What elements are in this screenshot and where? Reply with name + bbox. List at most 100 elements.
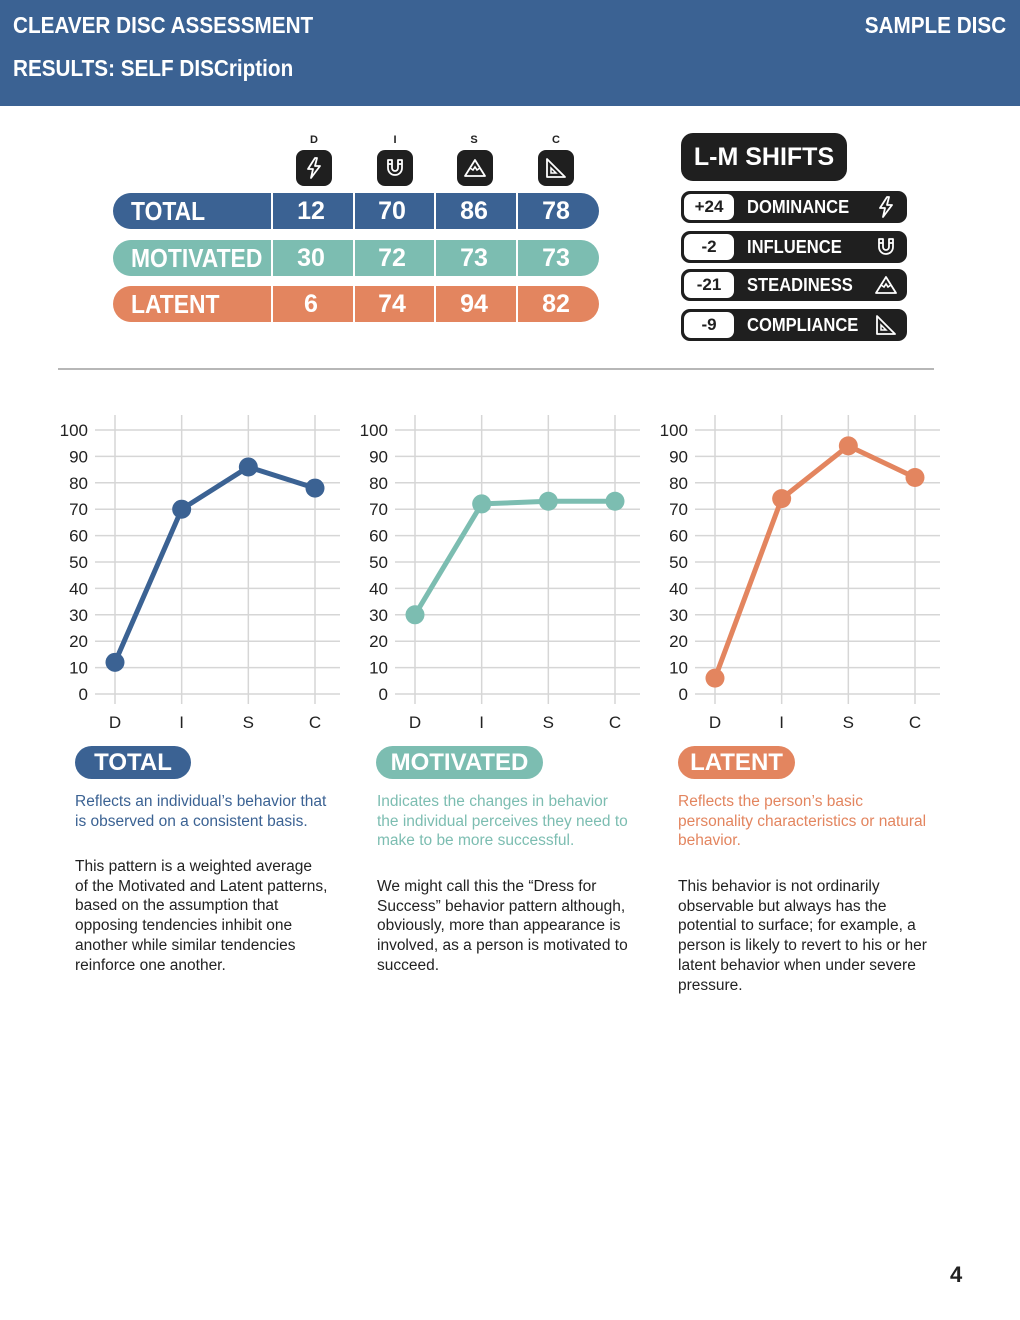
y-tick-label: 80 xyxy=(69,474,88,493)
x-tick-label: S xyxy=(243,713,254,732)
y-tick-label: 0 xyxy=(379,685,388,704)
series-line xyxy=(712,443,918,681)
data-point xyxy=(905,468,925,488)
x-tick-label: D xyxy=(709,713,721,732)
motivated-line-chart: 0 10 20 30 40 50 60 70 80 90 100 D I S C xyxy=(360,415,640,732)
shift-name: INFLUENCE xyxy=(747,237,842,257)
y-tick-label: 30 xyxy=(69,606,88,625)
latent-body-text: This behavior is not ordinarily observab… xyxy=(678,878,927,994)
score-cell: 70 xyxy=(378,197,406,225)
shift-name: COMPLIANCE xyxy=(747,315,859,335)
x-tick-label: C xyxy=(309,713,321,732)
series-line xyxy=(112,464,318,665)
shift-name: DOMINANCE xyxy=(747,197,850,217)
y-tick-label: 0 xyxy=(79,685,88,704)
data-point xyxy=(605,491,625,511)
score-cell: 30 xyxy=(297,244,325,272)
shift-dominance: +24 DOMINANCE xyxy=(681,191,907,223)
total-label-pill: TOTAL xyxy=(75,746,191,779)
latent-description: Reflects the person’s basic personality … xyxy=(678,793,927,850)
score-cell: 82 xyxy=(542,290,570,318)
page-number: 4 xyxy=(950,1262,963,1287)
row-label: TOTAL xyxy=(131,196,206,226)
y-tick-label: 100 xyxy=(60,421,88,440)
latent-label-pill: LATENT xyxy=(678,746,795,779)
x-tick-label: D xyxy=(409,713,421,732)
y-tick-label: 100 xyxy=(360,421,388,440)
motivated-body-text: We might call this the “Dress for Succes… xyxy=(377,878,628,974)
data-point xyxy=(538,491,558,511)
y-tick-label: 0 xyxy=(679,685,688,704)
y-tick-label: 20 xyxy=(69,632,88,651)
score-cell: 78 xyxy=(542,197,570,225)
data-point xyxy=(472,494,492,514)
y-tick-label: 10 xyxy=(69,659,88,678)
data-point xyxy=(772,489,792,509)
shift-steadiness: -21 STEADINESS xyxy=(681,269,907,301)
column-letter-s: S xyxy=(470,134,478,146)
data-point xyxy=(405,605,425,625)
series-line xyxy=(412,498,618,618)
y-tick-label: 20 xyxy=(369,632,388,651)
y-tick-label: 50 xyxy=(69,553,88,572)
y-tick-label: 70 xyxy=(369,500,388,519)
x-tick-label: S xyxy=(543,713,554,732)
magnet-icon xyxy=(878,238,894,255)
y-tick-label: 60 xyxy=(669,527,688,546)
score-cell: 74 xyxy=(378,290,406,318)
row-label: MOTIVATED xyxy=(131,243,263,273)
y-tick-label: 20 xyxy=(669,632,688,651)
shift-value: -21 xyxy=(684,272,734,298)
y-tick-label: 90 xyxy=(69,447,88,466)
magnet-icon xyxy=(377,150,413,186)
y-tick-label: 80 xyxy=(369,474,388,493)
mountain-icon xyxy=(457,150,493,186)
y-tick-label: 50 xyxy=(369,553,388,572)
y-tick-label: 50 xyxy=(669,553,688,572)
column-letter-i: I xyxy=(393,134,397,146)
shift-value: -2 xyxy=(684,234,734,260)
data-point xyxy=(305,478,325,498)
score-row-total: TOTAL 12 70 86 78 xyxy=(113,193,599,229)
score-cell: 72 xyxy=(378,244,406,272)
y-tick-label: 60 xyxy=(369,527,388,546)
y-tick-label: 60 xyxy=(69,527,88,546)
data-point xyxy=(705,668,725,688)
section-divider xyxy=(58,368,934,370)
data-point xyxy=(838,436,858,456)
x-tick-label: I xyxy=(779,713,784,732)
mountain-icon xyxy=(875,276,897,294)
lightning-icon xyxy=(296,150,332,186)
shift-compliance: -9 COMPLIANCE xyxy=(681,309,907,341)
motivated-label-pill: MOTIVATED xyxy=(376,746,543,779)
score-cell: 12 xyxy=(297,197,325,225)
row-label: LATENT xyxy=(131,289,220,319)
data-point xyxy=(172,499,192,519)
x-tick-label: D xyxy=(109,713,121,732)
score-cell: 94 xyxy=(460,290,488,318)
y-tick-label: 30 xyxy=(669,606,688,625)
score-row-latent: LATENT 6 74 94 82 xyxy=(113,286,599,322)
report-subtitle: RESULTS: SELF DISCription xyxy=(13,55,294,81)
score-cell: 86 xyxy=(460,197,488,225)
y-tick-label: 90 xyxy=(369,447,388,466)
data-point xyxy=(105,652,125,672)
shift-name: STEADINESS xyxy=(747,275,853,295)
y-tick-label: 80 xyxy=(669,474,688,493)
x-tick-label: S xyxy=(843,713,854,732)
page-header: CLEAVER DISC ASSESSMENT RESULTS: SELF DI… xyxy=(0,0,1020,106)
triangle-ruler-icon xyxy=(876,315,896,335)
score-cell: 73 xyxy=(460,244,488,272)
total-body-text: This pattern is a weighted average of th… xyxy=(75,858,328,974)
score-cell: 73 xyxy=(542,244,570,272)
total-description: Reflects an individual’s behavior that i… xyxy=(75,793,327,830)
motivated-description: Indicates the changes in behavior the in… xyxy=(377,793,628,850)
y-tick-label: 30 xyxy=(369,606,388,625)
score-row-motivated: MOTIVATED 30 72 73 73 xyxy=(113,240,599,276)
x-tick-label: C xyxy=(609,713,621,732)
score-cell: 6 xyxy=(304,290,318,318)
column-letter-d: D xyxy=(310,134,318,146)
y-tick-label: 70 xyxy=(69,500,88,519)
triangle-ruler-icon xyxy=(538,150,574,186)
y-tick-label: 10 xyxy=(669,659,688,678)
